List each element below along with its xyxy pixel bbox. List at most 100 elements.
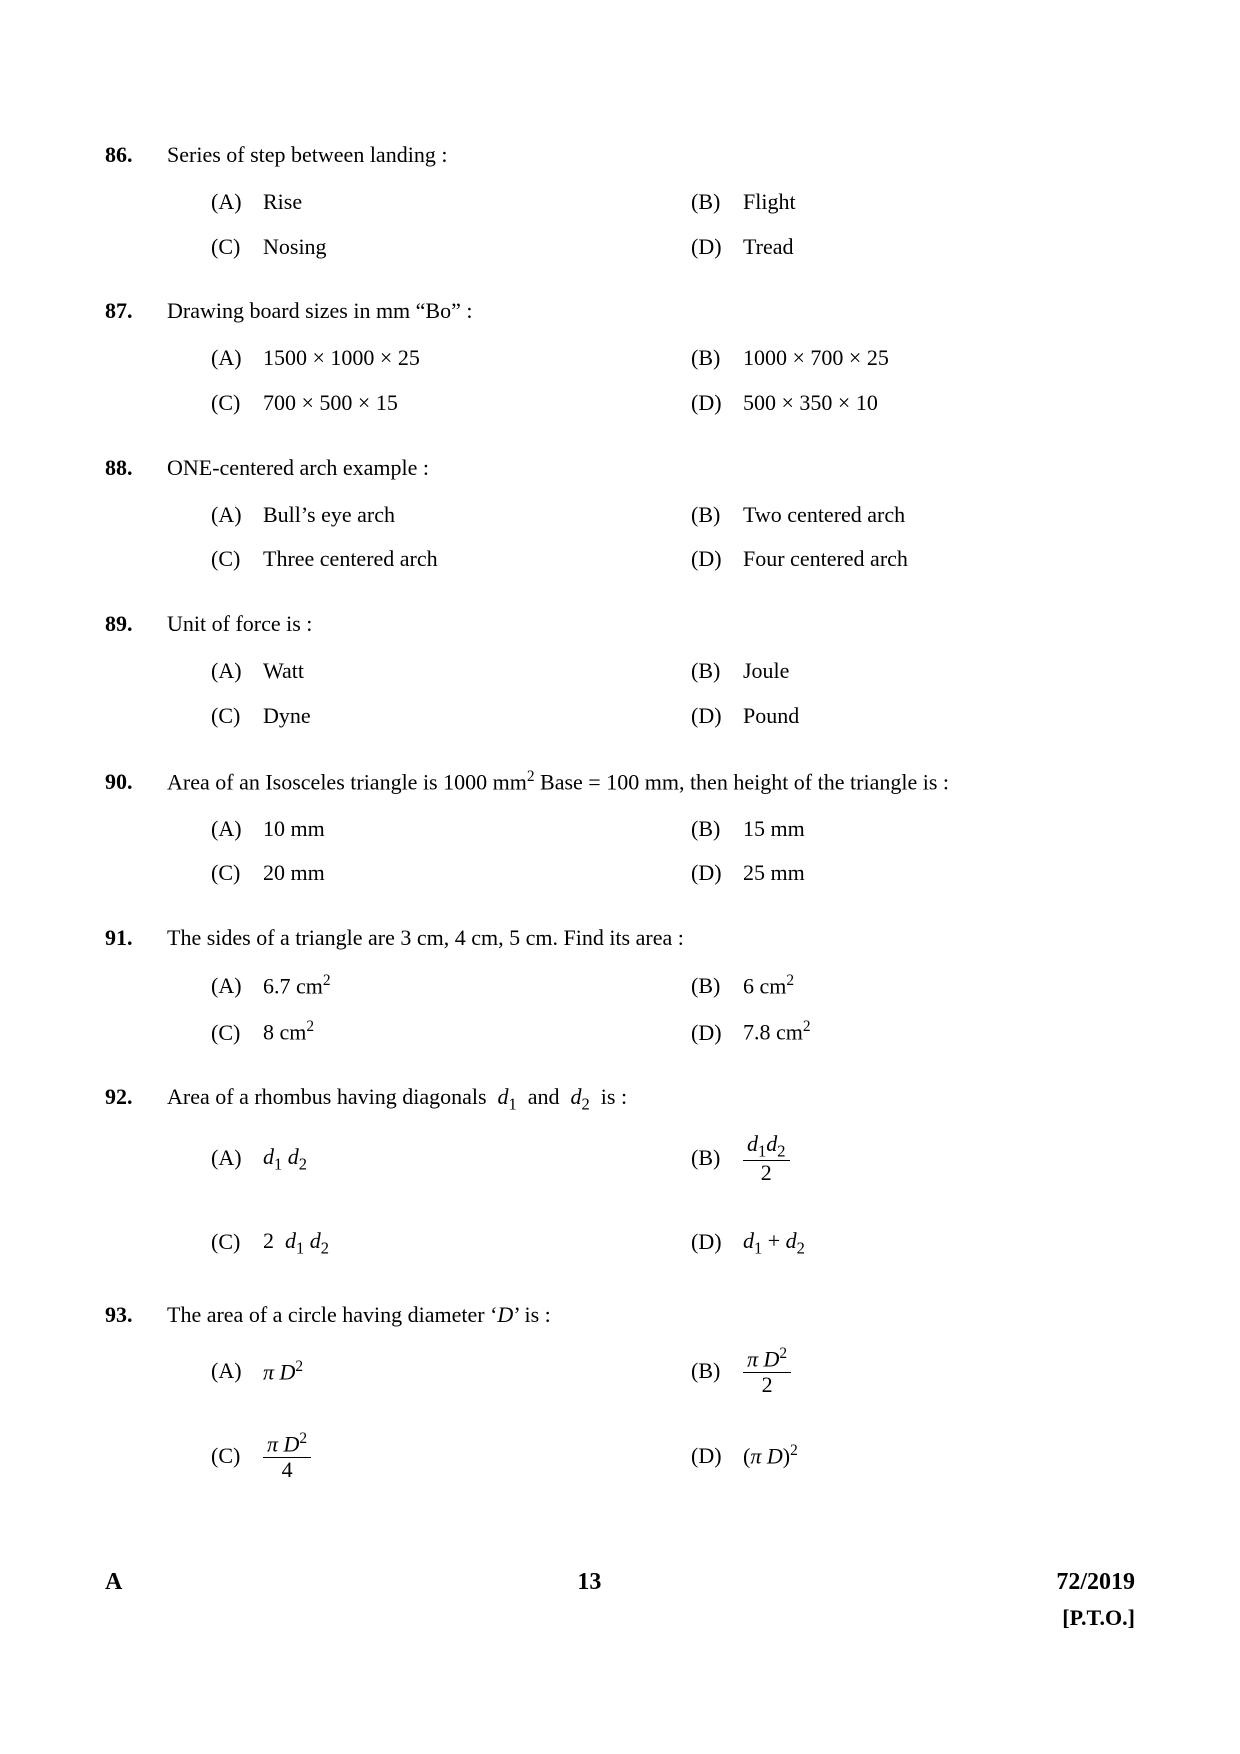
option: (C)π D24 [167, 1431, 647, 1482]
option: (B)d1d22 [647, 1132, 1127, 1186]
option: (D)500 × 350 × 10 [647, 388, 1127, 419]
question-number: 90. [105, 767, 167, 798]
option-row: (A)Watt(B)Joule [167, 656, 1135, 687]
option-label: (B) [647, 187, 743, 218]
option: (A)Bull’s eye arch [167, 500, 647, 531]
option-label: (A) [167, 500, 263, 531]
question-row: 92.Area of a rhombus having diagonals d1… [105, 1082, 1135, 1115]
footer-series-letter: A [105, 1566, 122, 1600]
option-label: (D) [647, 544, 743, 575]
option: (D)(π D)2 [647, 1431, 1127, 1482]
option-text: Two centered arch [743, 500, 1127, 531]
option: (C)700 × 500 × 15 [167, 388, 647, 419]
option-text: π D2 [263, 1356, 647, 1388]
question-number: 86. [105, 140, 167, 171]
option-label: (A) [167, 1143, 263, 1174]
question: 93.The area of a circle having diameter … [105, 1300, 1135, 1482]
question-row: 87.Drawing board sizes in mm “Bo” : [105, 296, 1135, 327]
option-text: 15 mm [743, 814, 1127, 845]
option: (D)7.8 cm2 [647, 1016, 1127, 1048]
option-text: 6 cm2 [743, 970, 1127, 1002]
question-text: The sides of a triangle are 3 cm, 4 cm, … [167, 923, 1135, 954]
option-text: π D22 [743, 1346, 1127, 1397]
options-block: (A)π D2(B)π D22(C)π D24(D)(π D)2 [105, 1346, 1135, 1481]
option: (B)Two centered arch [647, 500, 1127, 531]
options-block: (A)Bull’s eye arch(B)Two centered arch (C… [105, 500, 1135, 576]
option-label: (C) [167, 544, 263, 575]
option-label: (C) [167, 701, 263, 732]
option: (C)20 mm [167, 858, 647, 889]
question-row: 89.Unit of force is : [105, 609, 1135, 640]
option-label: (B) [647, 500, 743, 531]
option-label: (D) [647, 701, 743, 732]
option: (A)1500 × 1000 × 25 [167, 343, 647, 374]
option-row: (C)700 × 500 × 15(D)500 × 350 × 10 [167, 388, 1135, 419]
option-text: 1000 × 700 × 25 [743, 343, 1127, 374]
option: (D)Tread [647, 232, 1127, 263]
question-number: 87. [105, 296, 167, 327]
option-row: (C)8 cm2(D)7.8 cm2 [167, 1016, 1135, 1048]
question-number: 91. [105, 923, 167, 954]
option-text: Tread [743, 232, 1127, 263]
footer-page-number: 13 [577, 1566, 601, 1600]
question-text: Drawing board sizes in mm “Bo” : [167, 296, 1135, 327]
option-text: Three centered arch [263, 544, 647, 575]
option: (D)Four centered arch [647, 544, 1127, 575]
option-text: 20 mm [263, 858, 647, 889]
option-label: (C) [167, 858, 263, 889]
option-label: (D) [647, 858, 743, 889]
questions-list: 86.Series of step between landing : (A)Ri… [105, 140, 1135, 1482]
option-text: 1500 × 1000 × 25 [263, 343, 647, 374]
option-text: Watt [263, 656, 647, 687]
question-number: 88. [105, 453, 167, 484]
option-label: (A) [167, 814, 263, 845]
option: (C)2 d1 d2 [167, 1220, 647, 1266]
option-label: (C) [167, 232, 263, 263]
option-row: (C)Three centered arch(D)Four centered a… [167, 544, 1135, 575]
option-label: (B) [647, 343, 743, 374]
option: (B)π D22 [647, 1346, 1127, 1397]
question-text: Area of a rhombus having diagonals d1 an… [167, 1082, 1135, 1115]
option: (C)Nosing [167, 232, 647, 263]
exam-page: 86.Series of step between landing : (A)Ri… [0, 0, 1240, 1754]
question: 91.The sides of a triangle are 3 cm, 4 c… [105, 923, 1135, 1048]
question-text: ONE-centered arch example : [167, 453, 1135, 484]
option-text: Bull’s eye arch [263, 500, 647, 531]
option-text: 700 × 500 × 15 [263, 388, 647, 419]
option: (D)d1 + d2 [647, 1220, 1127, 1266]
question: 88.ONE-centered arch example : (A)Bull’s … [105, 453, 1135, 575]
option-label: (A) [167, 656, 263, 687]
option-row: (A)Bull’s eye arch(B)Two centered arch [167, 500, 1135, 531]
option-row: (A)d1 d2(B)d1d22 [167, 1132, 1135, 1186]
question-text: Unit of force is : [167, 609, 1135, 640]
option: (B)6 cm2 [647, 970, 1127, 1002]
question-number: 93. [105, 1300, 167, 1331]
option-label: (B) [647, 971, 743, 1002]
question-text: Series of step between landing : [167, 140, 1135, 171]
option-row: (A)π D2(B)π D22 [167, 1346, 1135, 1397]
option-text: π D24 [263, 1431, 647, 1482]
options-block: (A)Watt(B)Joule (C)Dyne(D)Pound [105, 656, 1135, 732]
option: (C)8 cm2 [167, 1016, 647, 1048]
option-label: (C) [167, 1227, 263, 1258]
option-text: Flight [743, 187, 1127, 218]
option: (B)Joule [647, 656, 1127, 687]
option: (B)Flight [647, 187, 1127, 218]
option-label: (A) [167, 187, 263, 218]
option-text: d1 d2 [263, 1142, 647, 1175]
option-label: (A) [167, 1356, 263, 1387]
option-text: Pound [743, 701, 1127, 732]
option-text: Four centered arch [743, 544, 1127, 575]
option-row: (A)Rise(B)Flight [167, 187, 1135, 218]
question-row: 88.ONE-centered arch example : [105, 453, 1135, 484]
option-label: (D) [647, 1441, 743, 1472]
option-label: (C) [167, 1441, 263, 1472]
option: (D)25 mm [647, 858, 1127, 889]
option-label: (D) [647, 388, 743, 419]
option-row: (C)Dyne(D)Pound [167, 701, 1135, 732]
option-text: d1 + d2 [743, 1226, 1127, 1259]
option-text: 8 cm2 [263, 1016, 647, 1048]
question-number: 92. [105, 1082, 167, 1113]
option: (B)15 mm [647, 814, 1127, 845]
option-label: (B) [647, 1356, 743, 1387]
